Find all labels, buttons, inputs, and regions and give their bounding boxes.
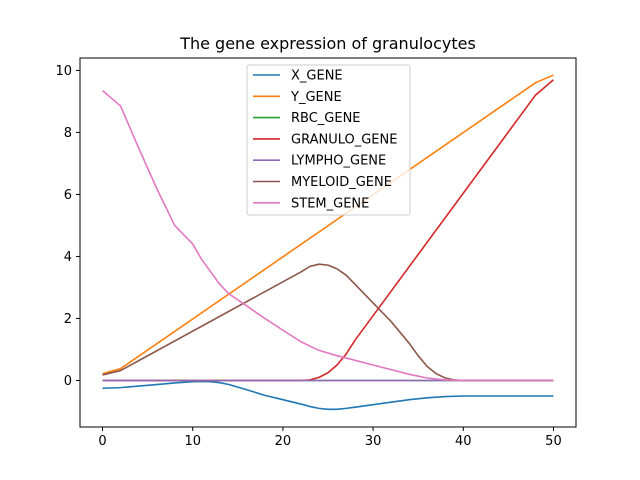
plot-area-frame [79, 57, 577, 428]
chart-title: The gene expression of granulocytes [179, 34, 476, 53]
y-tick-label: 2 [64, 312, 72, 327]
y-tick-label: 8 [64, 126, 72, 141]
y-tick-label: 10 [55, 64, 72, 79]
x-tick-label: 20 [275, 434, 292, 449]
series-line-x-gene [102, 380, 554, 411]
x-tick-label: 40 [455, 434, 472, 449]
legend-label-myeloid-gene: MYELOID_GENE [291, 175, 392, 190]
x-tick-label: 30 [365, 434, 382, 449]
legend-label-granulo-gene: GRANULO_GENE [291, 132, 397, 147]
series-line-y-gene [102, 74, 554, 375]
legend-label-x-gene: X_GENE [291, 69, 343, 84]
y-axis: 0 2 4 6 8 10 [55, 64, 80, 389]
x-tick-label: 0 [98, 434, 106, 449]
y-tick-label: 6 [64, 188, 72, 203]
legend-label-lympho-gene: LYMPHO_GENE [291, 154, 386, 169]
legend-label-y-gene: Y_GENE [290, 90, 342, 105]
series-line-stem-gene [102, 89, 554, 382]
series-lines [102, 74, 554, 411]
y-tick-label: 0 [64, 374, 72, 389]
legend-box [246, 64, 411, 216]
y-tick-label: 4 [64, 250, 72, 265]
x-tick-label: 50 [545, 434, 562, 449]
legend-label-rbc-gene: RBC_GENE [291, 111, 361, 126]
x-axis: 0 10 20 30 40 50 [98, 427, 562, 449]
series-line-myeloid-gene [102, 263, 554, 382]
legend: X_GENE Y_GENE RBC_GENE GRANULO_GENE LYMPHO_G… [246, 64, 411, 216]
legend-label-stem-gene: STEM_GENE [291, 196, 369, 211]
x-tick-label: 10 [184, 434, 201, 449]
